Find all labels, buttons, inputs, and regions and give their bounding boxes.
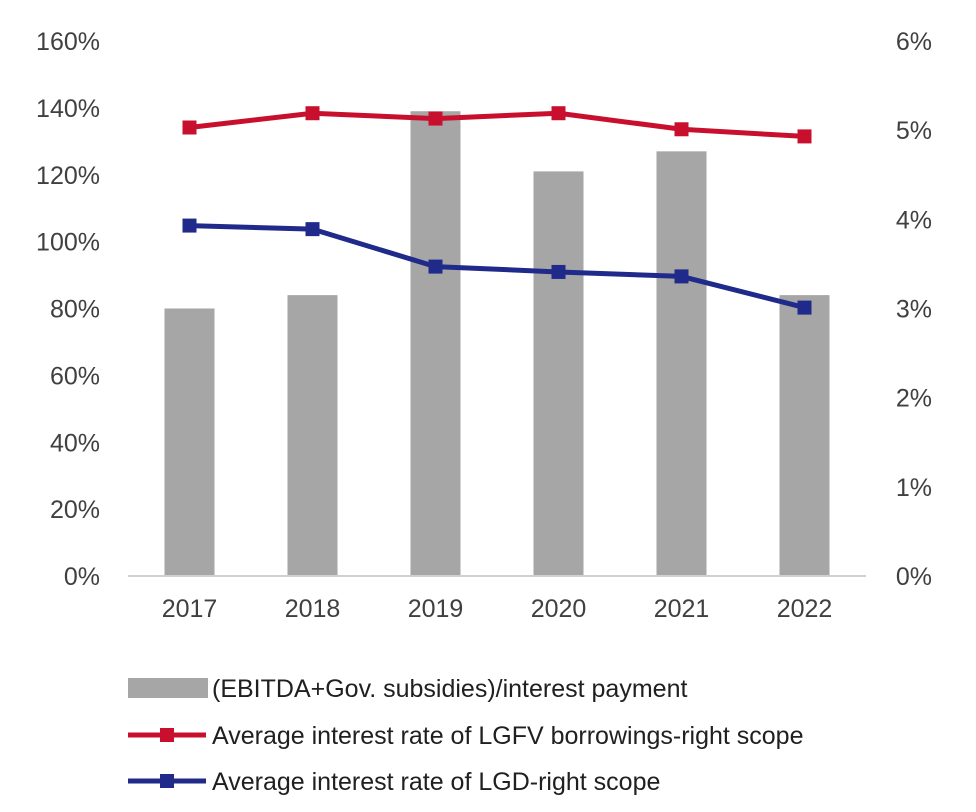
legend-swatch-marker-lgfv <box>160 728 174 742</box>
x-axis-ticks: 2017 2018 2019 2020 2021 2022 <box>162 595 833 623</box>
right-tick-label: 6% <box>896 28 932 56</box>
right-tick-label: 5% <box>896 117 932 145</box>
bar-2019 <box>410 111 461 576</box>
left-tick-label: 20% <box>50 496 100 524</box>
right-axis-ticks: 0% 1% 2% 3% 4% 5% 6% <box>896 28 932 591</box>
marker-lgd-2017 <box>182 218 197 233</box>
marker-lgd-2018 <box>305 222 320 237</box>
marker-lgd-2021 <box>674 269 689 284</box>
marker-lgfv-2018 <box>305 106 320 121</box>
left-tick-label: 160% <box>36 28 100 56</box>
x-tick-label: 2020 <box>531 595 587 623</box>
bar-2021 <box>656 151 707 576</box>
legend-swatch-marker-lgd <box>160 774 174 788</box>
left-tick-label: 60% <box>50 362 100 390</box>
left-tick-label: 100% <box>36 229 100 257</box>
left-tick-label: 0% <box>64 563 100 591</box>
marker-lgfv-2019 <box>428 111 443 126</box>
line-series-group <box>182 106 812 315</box>
left-axis-ticks: 0% 20% 40% 60% 80% 100% 120% 140% 160% <box>36 28 100 591</box>
right-tick-label: 2% <box>896 385 932 413</box>
right-tick-label: 0% <box>896 563 932 591</box>
marker-lgfv-2021 <box>674 122 689 137</box>
legend-swatch-bar <box>128 678 208 698</box>
right-tick-label: 3% <box>896 296 932 324</box>
x-tick-label: 2017 <box>162 595 218 623</box>
bar-2018 <box>287 295 338 576</box>
x-tick-label: 2022 <box>777 595 833 623</box>
left-tick-label: 40% <box>50 429 100 457</box>
right-tick-label: 4% <box>896 206 932 234</box>
legend-label: Average interest rate of LGD-right scope <box>212 768 660 796</box>
marker-lgd-2022 <box>797 300 812 315</box>
marker-lgd-2019 <box>428 259 443 274</box>
x-tick-label: 2018 <box>285 595 341 623</box>
x-tick-label: 2021 <box>654 595 710 623</box>
left-tick-label: 120% <box>36 162 100 190</box>
legend-label: Average interest rate of LGFV borrowings… <box>212 722 804 750</box>
left-tick-label: 140% <box>36 95 100 123</box>
bar-series <box>164 111 830 576</box>
left-tick-label: 80% <box>50 296 100 324</box>
bar-2020 <box>533 171 584 576</box>
marker-lgfv-2022 <box>797 129 812 144</box>
legend: (EBITDA+Gov. subsidies)/interest payment… <box>128 675 804 796</box>
x-tick-label: 2019 <box>408 595 464 623</box>
marker-lgfv-2020 <box>551 106 566 121</box>
marker-lgfv-2017 <box>182 120 197 135</box>
bar-2022 <box>779 295 830 576</box>
legend-label: (EBITDA+Gov. subsidies)/interest payment <box>212 675 687 703</box>
line-lgd <box>189 223 806 311</box>
right-tick-label: 1% <box>896 474 932 502</box>
bar-2017 <box>164 308 215 576</box>
marker-lgd-2020 <box>551 264 566 279</box>
line-lgfv <box>189 110 805 139</box>
